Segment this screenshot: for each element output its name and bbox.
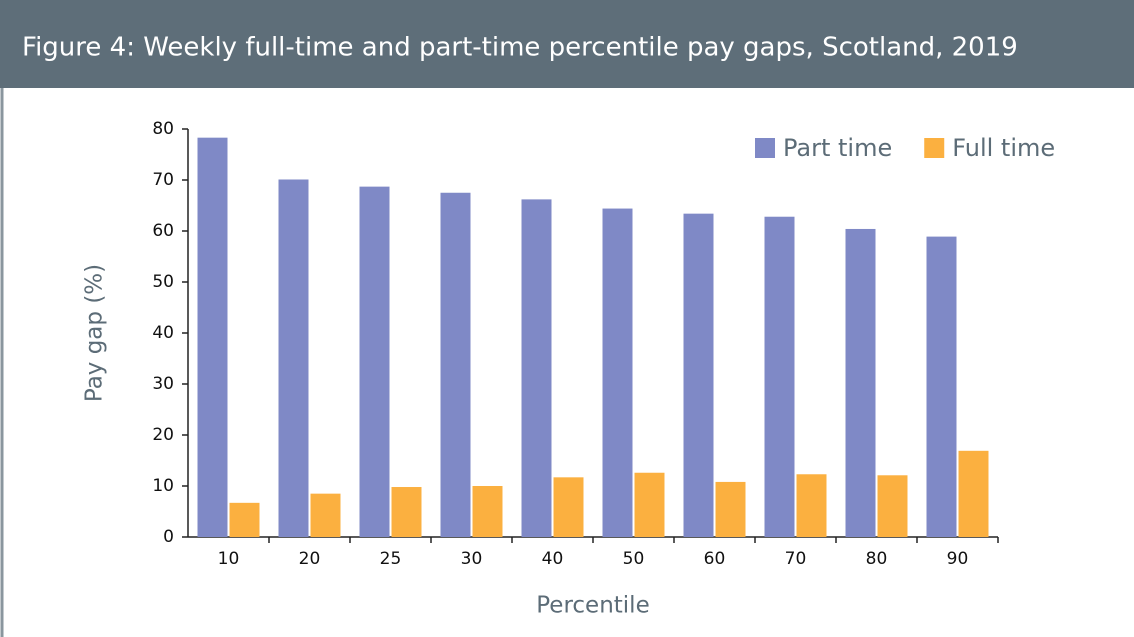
x-tick-label: 40 xyxy=(542,549,564,569)
bar xyxy=(521,199,552,537)
bar xyxy=(278,179,309,538)
bar xyxy=(197,137,228,538)
bar xyxy=(764,216,795,537)
x-tick-label: 70 xyxy=(785,549,807,569)
bar xyxy=(602,208,633,537)
y-tick-label: 10 xyxy=(152,476,174,496)
y-tick-label: 30 xyxy=(152,374,174,394)
y-tick-label: 20 xyxy=(152,425,174,445)
x-axis-title: Percentile xyxy=(536,593,649,619)
bar xyxy=(553,477,584,537)
bar xyxy=(472,486,503,537)
bar xyxy=(796,474,827,537)
x-tick-label: 50 xyxy=(623,549,645,569)
bar xyxy=(359,186,390,537)
chart-title: Figure 4: Weekly full-time and part-time… xyxy=(22,33,1018,63)
legend-label: Part time xyxy=(783,134,892,162)
header-bar xyxy=(0,0,1134,88)
y-tick-label: 70 xyxy=(152,170,174,190)
y-tick-label: 40 xyxy=(152,323,174,343)
x-tick-label: 90 xyxy=(947,549,969,569)
bar xyxy=(310,493,341,537)
bar xyxy=(715,481,746,537)
x-tick-label: 25 xyxy=(380,549,402,569)
y-tick-label: 60 xyxy=(152,221,174,241)
bar xyxy=(440,192,471,537)
legend-label: Full time xyxy=(952,134,1055,162)
x-tick-label: 20 xyxy=(299,549,321,569)
y-tick-label: 50 xyxy=(152,272,174,292)
x-tick-label: 30 xyxy=(461,549,483,569)
bar xyxy=(845,228,876,537)
y-tick-label: 80 xyxy=(152,119,174,139)
x-tick-label: 60 xyxy=(704,549,726,569)
bar xyxy=(926,236,957,538)
x-tick-label: 10 xyxy=(218,549,240,569)
y-axis-title: Pay gap (%) xyxy=(82,264,108,402)
bar xyxy=(634,472,665,537)
bar xyxy=(958,450,989,537)
y-tick-label: 0 xyxy=(163,527,174,547)
x-tick-label: 80 xyxy=(866,549,888,569)
bar xyxy=(391,487,422,537)
bar xyxy=(229,502,260,537)
legend-swatch xyxy=(924,138,945,158)
bar xyxy=(683,213,714,537)
bar xyxy=(877,475,908,537)
legend-swatch xyxy=(755,138,775,158)
